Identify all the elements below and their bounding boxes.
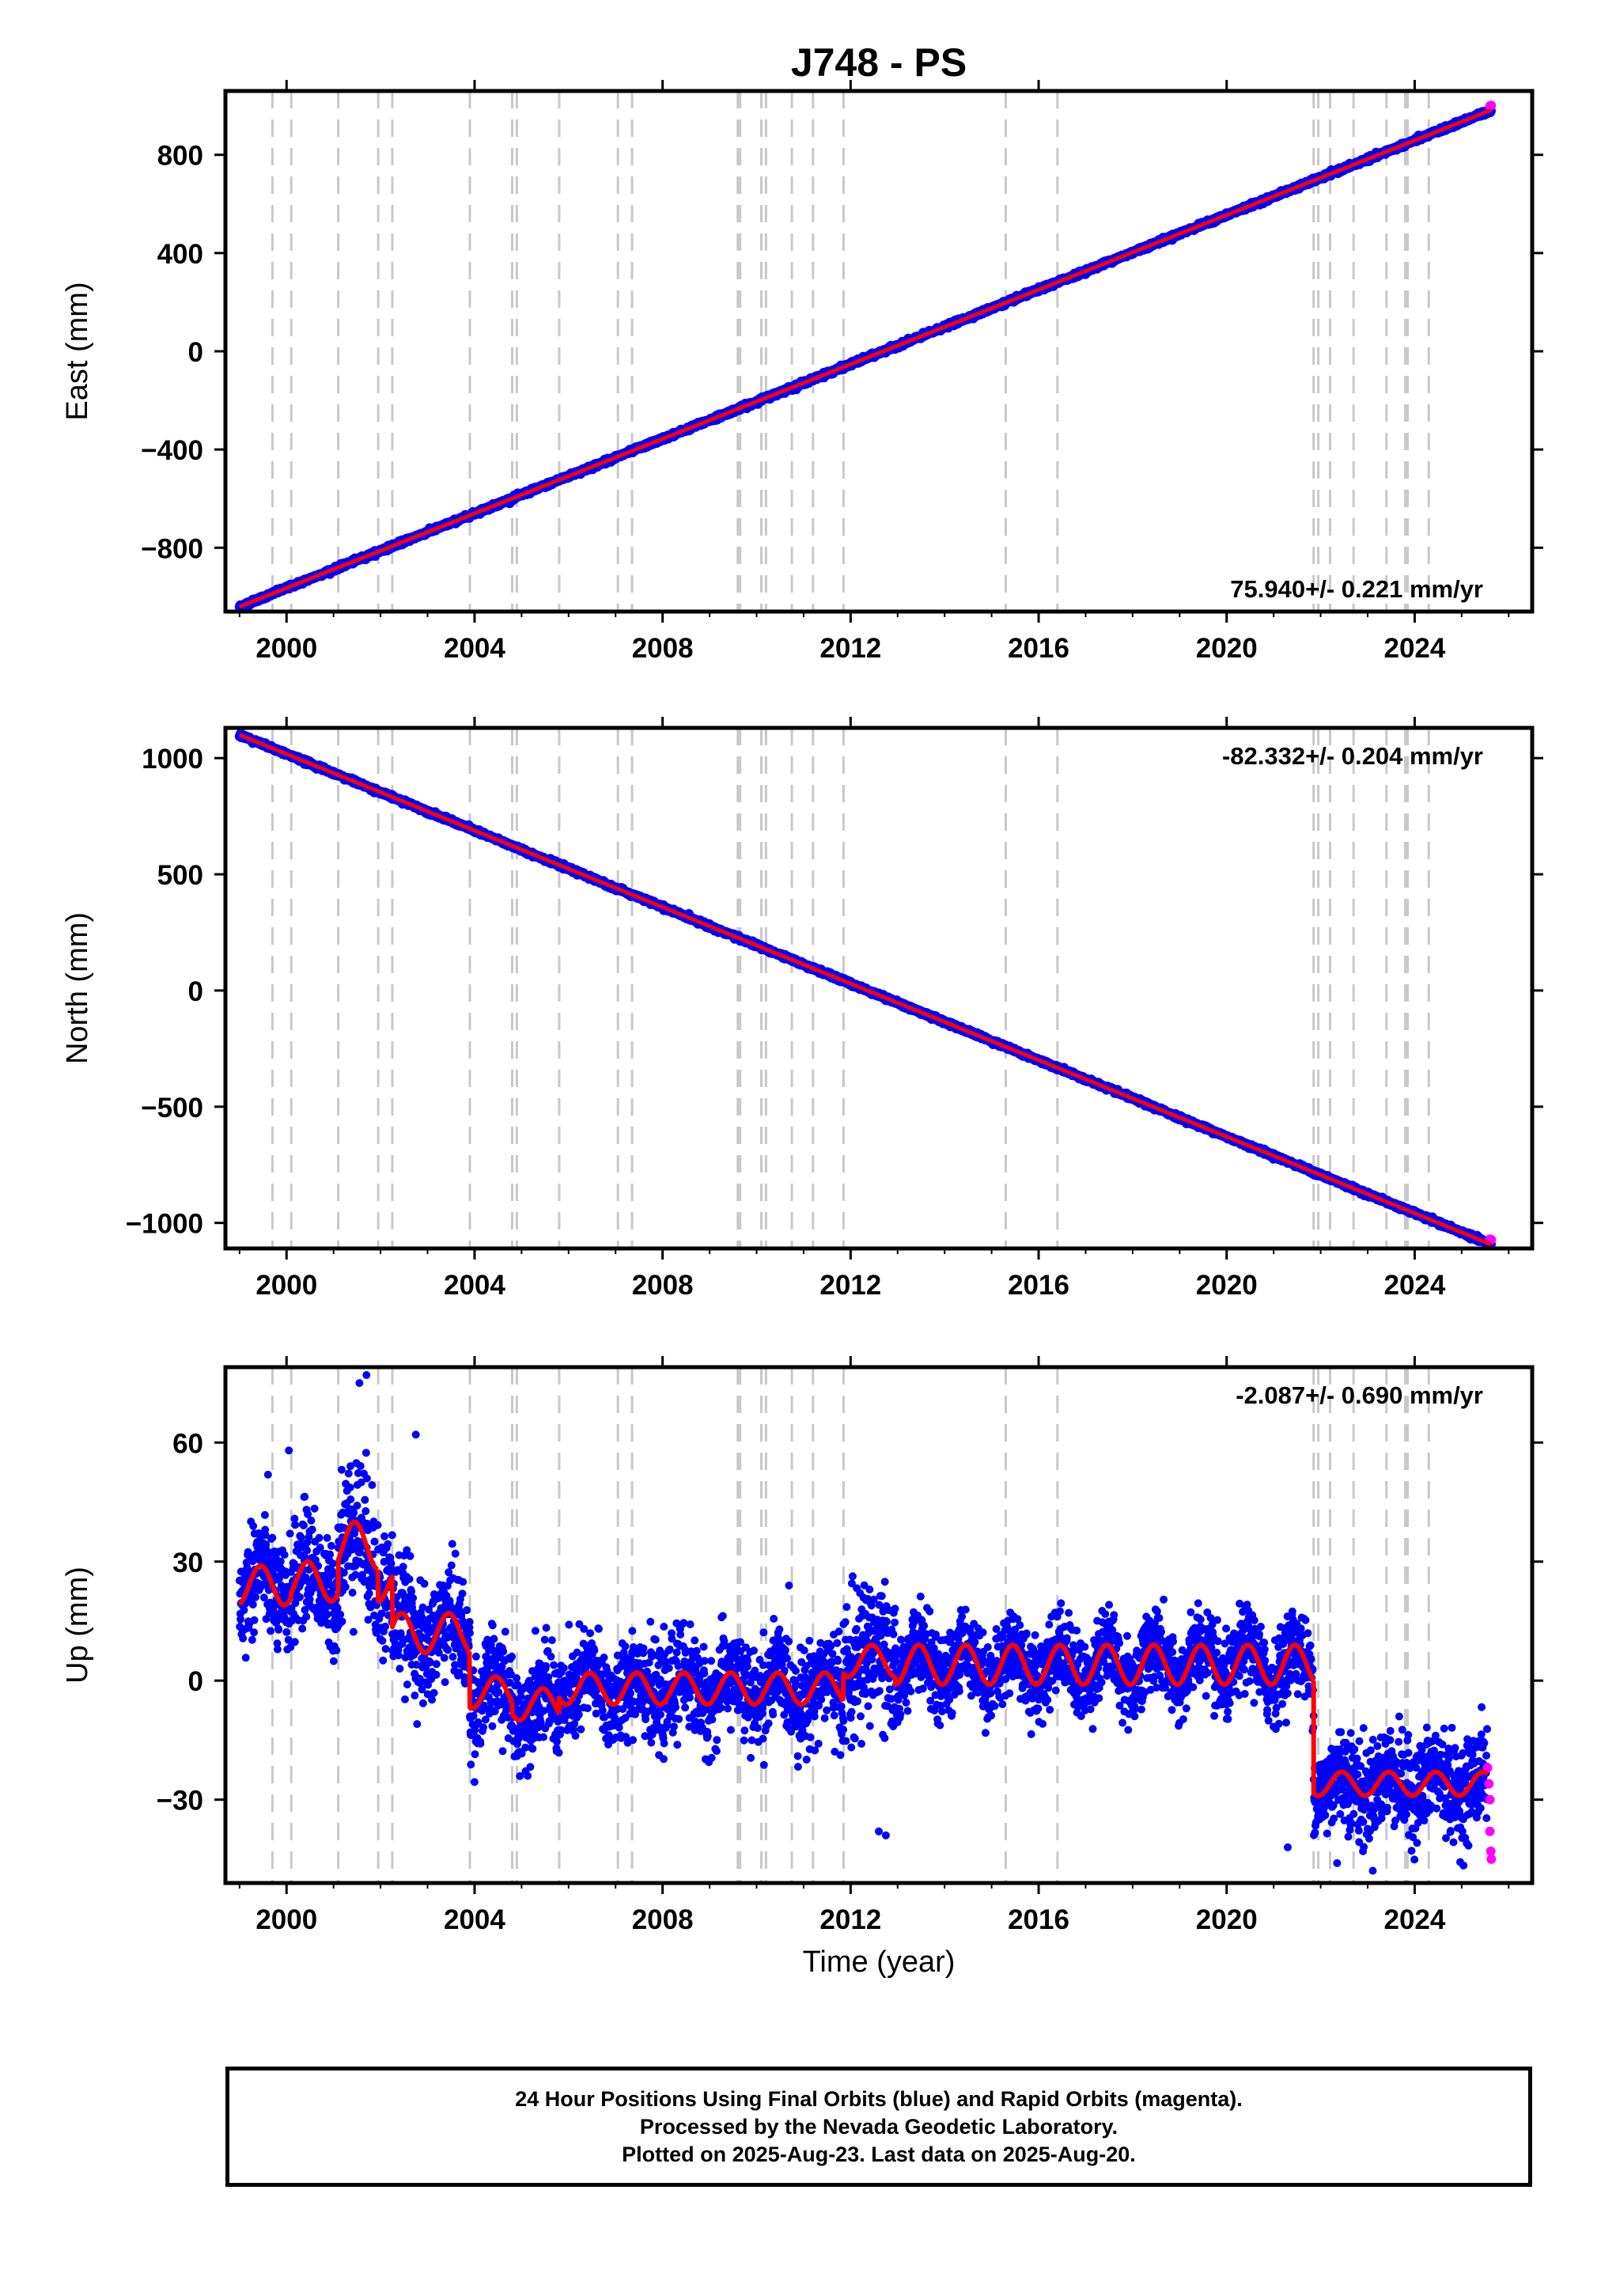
x-tick-label: 2024	[1384, 1904, 1446, 1935]
x-tick-label: 2012	[819, 633, 881, 664]
x-tick-label: 2000	[255, 633, 317, 664]
data-points	[236, 1371, 1497, 1875]
rapid-orbit-point	[1486, 1827, 1495, 1836]
y-tick-label: −800	[141, 533, 203, 564]
caption-line-2: Processed by the Nevada Geodetic Laborat…	[640, 2113, 1118, 2141]
rapid-orbit-point	[1486, 100, 1496, 110]
final-orbit-points	[236, 1371, 1492, 1875]
y-tick-label: 0	[188, 337, 203, 368]
x-tick-label: 2024	[1384, 633, 1446, 664]
x-tick-label: 2020	[1196, 1270, 1258, 1301]
north-panel: 2000 2004 2008 2012 2016 2020 2024 −1000 −500 0 50…	[61, 717, 1543, 1301]
caption-line-1: 24 Hour Positions Using Final Orbits (bl…	[515, 2086, 1243, 2113]
data-points	[235, 100, 1497, 612]
y-tick-label: 400	[157, 239, 203, 270]
y-tick-label: 800	[157, 141, 203, 172]
x-tick-label: 2008	[632, 633, 694, 664]
x-tick-label: 2020	[1196, 633, 1258, 664]
x-tick-label: 2008	[632, 1270, 694, 1301]
x-tick-label: 2016	[1008, 1904, 1069, 1935]
x-tick-label: 2008	[632, 1904, 694, 1935]
y-tick-label: −30	[157, 1786, 203, 1817]
y-tick-label: 60	[172, 1428, 203, 1459]
x-tick-label: 2012	[819, 1270, 881, 1301]
rapid-orbit-point	[1486, 1795, 1495, 1805]
x-tick-label: 2016	[1008, 1270, 1069, 1301]
caption-box: 24 Hour Positions Using Final Orbits (bl…	[225, 2067, 1532, 2187]
y-tick-label: −500	[141, 1093, 203, 1123]
x-tick-label: 2000	[255, 1904, 317, 1935]
x-tick-label: 2012	[819, 1904, 881, 1935]
x-tick-label: 2004	[444, 1904, 505, 1935]
up-panel: 2000 2004 2008 2012 2016 2020 2024 −30 0 30 60 Up (…	[61, 1356, 1543, 1935]
rate-label: -2.087+/- 0.690 mm/yr	[1236, 1381, 1483, 1409]
x-axis-label: Time (year)	[803, 1946, 956, 1979]
y-tick-label: −1000	[126, 1209, 203, 1240]
y-axis-label: Up (mm)	[61, 1567, 94, 1684]
x-tick-label: 2024	[1384, 1270, 1446, 1301]
y-axis-label: North (mm)	[61, 912, 94, 1064]
data-points	[235, 729, 1497, 1250]
y-tick-label: −400	[141, 435, 203, 466]
rapid-orbit-point	[1484, 1779, 1493, 1789]
y-axis-label: East (mm)	[61, 282, 94, 420]
y-tick-label: 0	[188, 1666, 203, 1697]
x-tick-label: 2004	[444, 1270, 505, 1301]
chart-title: J748 - PS	[791, 40, 967, 85]
caption-line-3: Plotted on 2025-Aug-23. Last data on 202…	[622, 2141, 1136, 2169]
x-tick-label: 2020	[1196, 1904, 1258, 1935]
x-tick-label: 2016	[1008, 633, 1069, 664]
x-tick-label: 2000	[255, 1270, 317, 1301]
east-panel: 2000 2004 2008 2012 2016 2020 2024 −800 −400 0 400…	[61, 80, 1543, 664]
y-tick-label: 1000	[142, 744, 203, 775]
y-tick-label: 0	[188, 976, 203, 1007]
y-tick-label: 500	[157, 860, 203, 891]
y-tick-label: 30	[172, 1548, 203, 1578]
x-tick-label: 2004	[444, 633, 505, 664]
rate-label: 75.940+/- 0.221 mm/yr	[1230, 575, 1483, 603]
rate-label: -82.332+/- 0.204 mm/yr	[1222, 742, 1483, 770]
model-fit-line	[240, 110, 1492, 607]
model-fit-line	[240, 735, 1492, 1245]
rapid-orbit-point	[1486, 1855, 1496, 1864]
